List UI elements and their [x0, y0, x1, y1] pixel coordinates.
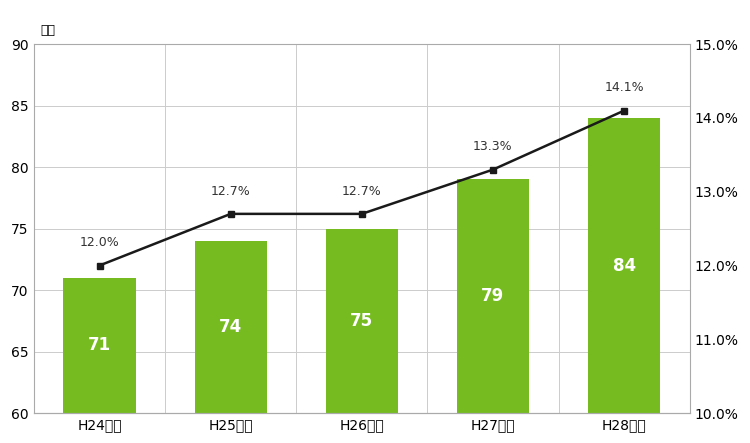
- Text: 12.0%: 12.0%: [80, 236, 119, 249]
- Text: 71: 71: [88, 336, 111, 354]
- Text: 79: 79: [482, 287, 505, 305]
- Text: 14.1%: 14.1%: [604, 82, 644, 94]
- Bar: [588, 118, 660, 413]
- Text: 12.7%: 12.7%: [342, 185, 382, 198]
- Text: 84: 84: [613, 256, 636, 275]
- Text: 億円: 億円: [40, 24, 56, 37]
- Bar: [457, 179, 529, 413]
- Text: 74: 74: [219, 318, 242, 336]
- Text: 13.3%: 13.3%: [473, 140, 513, 153]
- Text: 12.7%: 12.7%: [211, 185, 251, 198]
- Bar: [326, 229, 398, 413]
- Bar: [194, 241, 267, 413]
- Bar: [64, 278, 136, 413]
- Text: 75: 75: [350, 312, 374, 330]
